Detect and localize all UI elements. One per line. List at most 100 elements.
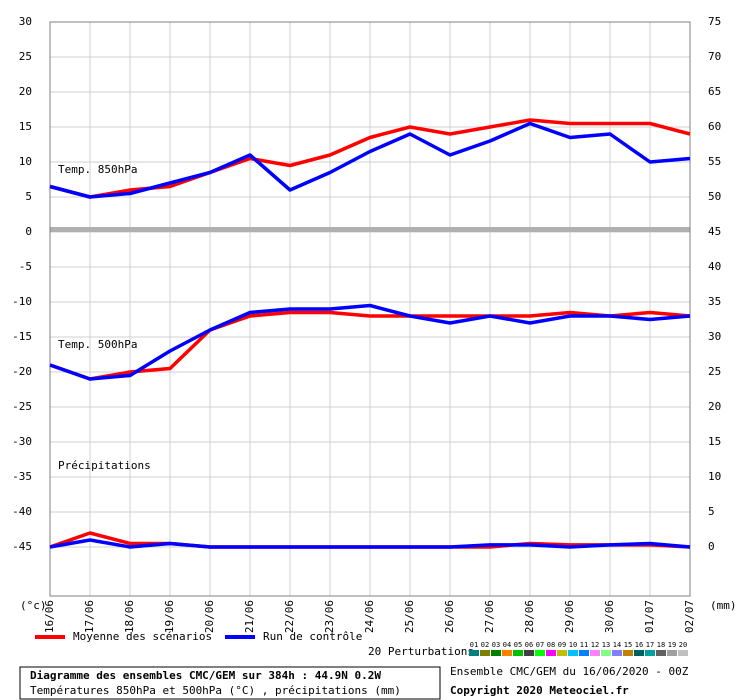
y2-tick-label: 60 — [708, 120, 721, 133]
footer-title: Diagramme des ensembles CMC/GEM sur 384h… — [30, 669, 381, 682]
y-tick-label: 15 — [19, 120, 32, 133]
y-tick-label: -5 — [19, 260, 32, 273]
perturbation-number: 19 — [668, 641, 676, 649]
perturbation-number: 17 — [646, 641, 654, 649]
y2-tick-label: 25 — [708, 365, 721, 378]
x-tick-label: 22/06 — [283, 600, 296, 633]
perturbations-label: 20 Perturbations — [368, 645, 474, 658]
perturbation-number: 08 — [547, 641, 555, 649]
y2-tick-label: 65 — [708, 85, 721, 98]
perturbation-swatch — [645, 650, 655, 656]
perturbation-number: 20 — [679, 641, 687, 649]
y2-unit: (mm) — [710, 599, 737, 612]
series-line — [49, 538, 691, 549]
perturbation-swatch — [568, 650, 578, 656]
y-tick-label: -45 — [12, 540, 32, 553]
y2-tick-label: 35 — [708, 295, 721, 308]
perturbation-swatch — [634, 650, 644, 656]
perturbation-swatch — [601, 650, 611, 656]
panel-label: Temp. 500hPa — [58, 338, 137, 351]
footer-subtitle: Températures 850hPa et 500hPa (°C) , pré… — [30, 684, 401, 697]
perturbation-number: 18 — [657, 641, 665, 649]
y-tick-label: 5 — [25, 190, 32, 203]
y-tick-label: -40 — [12, 505, 32, 518]
perturbation-number: 03 — [492, 641, 500, 649]
legend-label: Run de contrôle — [263, 630, 362, 643]
perturbation-number: 04 — [503, 641, 511, 649]
perturbation-number: 14 — [613, 641, 621, 649]
y2-tick-label: 70 — [708, 50, 721, 63]
x-tick-label: 27/06 — [483, 600, 496, 633]
footer-run: Ensemble CMC/GEM du 16/06/2020 - 00Z — [450, 665, 689, 678]
perturbation-number: 16 — [635, 641, 643, 649]
perturbation-swatch — [623, 650, 633, 656]
plot-frame — [49, 21, 691, 597]
perturbation-swatch — [491, 650, 501, 656]
x-tick-label: 29/06 — [563, 600, 576, 633]
x-tick-label: 24/06 — [363, 600, 376, 633]
x-tick-label: 21/06 — [243, 600, 256, 633]
perturbation-swatch — [524, 650, 534, 656]
x-tick-label: 20/06 — [203, 600, 216, 633]
y2-tick-label: 50 — [708, 190, 721, 203]
perturbation-swatch — [535, 650, 545, 656]
y2-tick-label: 15 — [708, 435, 721, 448]
perturbation-swatch — [513, 650, 523, 656]
y-tick-label: 25 — [19, 50, 32, 63]
perturbation-number: 13 — [602, 641, 610, 649]
perturbation-swatch — [469, 650, 479, 656]
perturbation-number: 01 — [470, 641, 478, 649]
perturbation-number: 15 — [624, 641, 632, 649]
perturbation-swatch — [656, 650, 666, 656]
x-tick-label: 28/06 — [523, 600, 536, 633]
perturbation-swatch — [612, 650, 622, 656]
legend-label: Moyenne des scénarios — [73, 630, 212, 643]
x-tick-label: 18/06 — [123, 600, 136, 633]
perturbation-swatch — [557, 650, 567, 656]
y2-tick-label: 20 — [708, 400, 721, 413]
perturbation-swatch — [678, 650, 688, 656]
y-tick-label: 10 — [19, 155, 32, 168]
x-tick-label: 26/06 — [443, 600, 456, 633]
perturbation-number: 06 — [525, 641, 533, 649]
perturbation-swatch — [590, 650, 600, 656]
series-line — [49, 303, 691, 381]
perturbation-number: 11 — [580, 641, 588, 649]
perturbation-swatch — [480, 650, 490, 656]
y-tick-label: -10 — [12, 295, 32, 308]
perturbation-number: 09 — [558, 641, 566, 649]
footer-box — [19, 666, 441, 700]
y2-tick-label: 45 — [708, 225, 721, 238]
panel-label: Précipitations — [58, 459, 151, 472]
x-tick-label: 01/07 — [643, 600, 656, 633]
y-tick-label: 0 — [25, 225, 32, 238]
x-tick-label: 19/06 — [163, 600, 176, 633]
y-unit: (°c) — [20, 599, 47, 612]
x-tick-label: 02/07 — [683, 600, 696, 633]
y2-tick-label: 10 — [708, 470, 721, 483]
y2-tick-label: 75 — [708, 15, 721, 28]
series-line — [49, 121, 691, 199]
perturbation-swatch — [502, 650, 512, 656]
y-tick-label: -15 — [12, 330, 32, 343]
y-tick-label: -20 — [12, 365, 32, 378]
perturbation-swatch — [546, 650, 556, 656]
series-line — [49, 310, 691, 381]
x-tick-label: 17/06 — [83, 600, 96, 633]
y-tick-label: -25 — [12, 400, 32, 413]
y2-tick-label: 0 — [708, 540, 715, 553]
y-tick-label: -35 — [12, 470, 32, 483]
perturbation-swatch — [667, 650, 677, 656]
y2-tick-label: 40 — [708, 260, 721, 273]
y2-tick-label: 30 — [708, 330, 721, 343]
y2-tick-label: 5 — [708, 505, 715, 518]
panel-label: Temp. 850hPa — [58, 163, 137, 176]
x-tick-label: 25/06 — [403, 600, 416, 633]
perturbation-number: 07 — [536, 641, 544, 649]
perturbation-number: 02 — [481, 641, 489, 649]
x-tick-label: 30/06 — [603, 600, 616, 633]
y-tick-label: 20 — [19, 85, 32, 98]
perturbation-swatch — [579, 650, 589, 656]
perturbation-number: 12 — [591, 641, 599, 649]
perturbation-number: 05 — [514, 641, 522, 649]
